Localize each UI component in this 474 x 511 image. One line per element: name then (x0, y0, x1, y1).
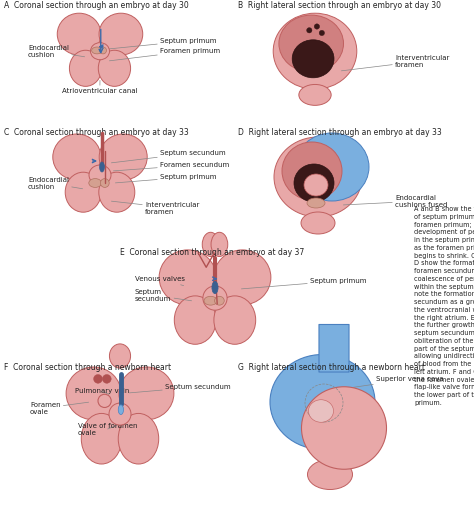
Text: Venous valves: Venous valves (135, 276, 185, 286)
Ellipse shape (57, 13, 101, 55)
Ellipse shape (307, 198, 325, 208)
Ellipse shape (81, 413, 122, 464)
Ellipse shape (99, 134, 147, 180)
Text: Foramen secundum: Foramen secundum (113, 162, 229, 171)
Ellipse shape (299, 84, 331, 105)
Text: Foramen primum: Foramen primum (109, 48, 220, 61)
Text: Endocardial
cushion: Endocardial cushion (28, 176, 82, 190)
Ellipse shape (65, 172, 101, 212)
Text: Septum secundum: Septum secundum (111, 150, 226, 163)
Ellipse shape (274, 137, 362, 217)
Ellipse shape (98, 50, 131, 86)
Circle shape (314, 24, 319, 29)
Text: F  Coronal section through a newborn heart: F Coronal section through a newborn hear… (4, 363, 171, 372)
Text: Foramen
ovale: Foramen ovale (30, 402, 89, 414)
Text: Valve of foramen
ovale: Valve of foramen ovale (78, 423, 137, 435)
Ellipse shape (91, 47, 102, 54)
Ellipse shape (53, 134, 101, 180)
Text: D  Right lateral section through an embryo at day 33: D Right lateral section through an embry… (238, 128, 442, 137)
Ellipse shape (91, 42, 109, 60)
Circle shape (307, 28, 312, 33)
Ellipse shape (309, 400, 334, 422)
Ellipse shape (292, 40, 334, 78)
Ellipse shape (301, 387, 386, 469)
Ellipse shape (279, 15, 344, 72)
Ellipse shape (211, 233, 228, 257)
Text: Interventricular
foramen: Interventricular foramen (341, 55, 449, 71)
Text: Septum primum: Septum primum (115, 174, 217, 183)
Ellipse shape (212, 282, 218, 294)
Ellipse shape (109, 344, 130, 368)
Text: Pulmonary vein: Pulmonary vein (75, 388, 129, 394)
Text: Septum primum: Septum primum (109, 38, 217, 49)
Ellipse shape (174, 296, 216, 344)
Text: B  Right lateral section through an embryo at day 30: B Right lateral section through an embry… (238, 1, 441, 10)
Ellipse shape (295, 133, 369, 201)
Text: A  Coronal section through an embryo at day 30: A Coronal section through an embryo at d… (4, 1, 189, 10)
Text: Septum primum: Septum primum (241, 278, 366, 289)
Ellipse shape (99, 13, 143, 55)
Text: Superior vena cava: Superior vena cava (343, 376, 444, 389)
Text: Interventricular
foramen: Interventricular foramen (111, 201, 200, 215)
Ellipse shape (214, 296, 255, 344)
Ellipse shape (204, 296, 217, 305)
Ellipse shape (89, 179, 101, 188)
Ellipse shape (273, 13, 357, 89)
Circle shape (102, 375, 111, 383)
Circle shape (319, 30, 325, 36)
Text: A and B show the formation
of septum primum and
foramen primum; note the
develop: A and B show the formation of septum pri… (414, 206, 474, 406)
Ellipse shape (215, 296, 224, 305)
Ellipse shape (100, 179, 109, 188)
Text: C  Coronal section through an embryo at day 33: C Coronal section through an embryo at d… (4, 128, 189, 137)
Ellipse shape (308, 459, 353, 490)
Ellipse shape (301, 212, 335, 234)
Ellipse shape (99, 172, 135, 212)
Ellipse shape (203, 286, 227, 310)
Ellipse shape (159, 250, 216, 305)
Ellipse shape (202, 233, 219, 257)
Text: Endocardial
cushion: Endocardial cushion (28, 44, 85, 58)
Ellipse shape (118, 413, 159, 464)
Circle shape (93, 375, 102, 383)
Ellipse shape (100, 47, 107, 54)
Ellipse shape (270, 355, 375, 450)
Ellipse shape (282, 142, 342, 200)
FancyBboxPatch shape (319, 324, 349, 372)
Ellipse shape (69, 50, 102, 86)
Text: Septum secundum: Septum secundum (129, 384, 231, 393)
Text: E  Coronal section through an embryo at day 37: E Coronal section through an embryo at d… (120, 248, 304, 257)
Ellipse shape (214, 250, 271, 305)
Ellipse shape (304, 174, 328, 196)
Text: G  Right lateral section through a newborn heart: G Right lateral section through a newbor… (238, 363, 425, 372)
Ellipse shape (294, 164, 334, 202)
Text: Septum
secundum: Septum secundum (135, 289, 191, 301)
Ellipse shape (89, 165, 111, 185)
Text: Atrioventricular canal: Atrioventricular canal (62, 80, 137, 94)
Text: Endocardial
cushions fused: Endocardial cushions fused (343, 195, 447, 207)
Ellipse shape (100, 162, 104, 172)
Ellipse shape (118, 405, 124, 414)
Ellipse shape (109, 403, 131, 425)
Ellipse shape (66, 367, 121, 420)
Ellipse shape (119, 367, 174, 420)
